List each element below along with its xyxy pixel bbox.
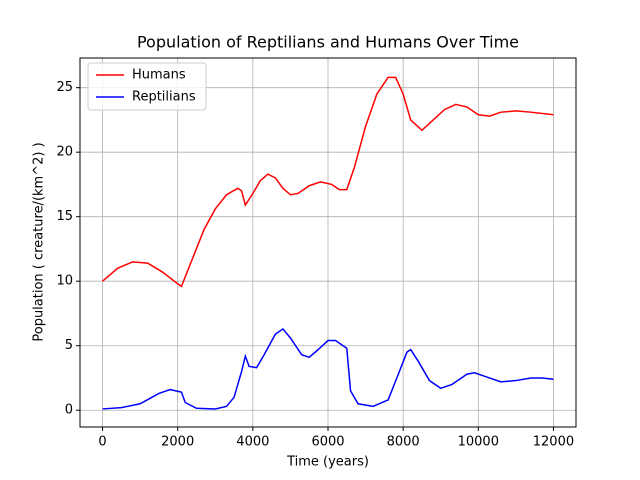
legend-label: Humans [132, 68, 186, 83]
y-tick-label: 0 [65, 403, 73, 418]
x-tick-label: 2000 [161, 435, 194, 450]
y-tick-label: 15 [56, 209, 73, 224]
legend-label: Reptilians [132, 90, 196, 105]
data-line [102, 327, 554, 410]
chart-title: Population of Reptilians and Humans Over… [137, 33, 519, 52]
y-tick-label: 25 [56, 80, 73, 95]
x-tick-label: 8000 [387, 435, 420, 450]
x-axis-label: Time (years) [286, 455, 369, 470]
y-axis-label: Population ( creature/(km^2) ) [32, 142, 47, 341]
x-tick-label: 10000 [458, 435, 499, 450]
data-line [102, 76, 554, 288]
x-tick-label: 6000 [311, 435, 344, 450]
y-tick-label: 5 [65, 338, 73, 353]
y-tick-label: 10 [56, 274, 73, 289]
x-tick-label: 12000 [533, 435, 574, 450]
x-tick-label: 4000 [236, 435, 269, 450]
plot-frame [79, 57, 577, 428]
y-tick-label: 20 [56, 145, 73, 160]
x-tick-label: 0 [98, 435, 106, 450]
